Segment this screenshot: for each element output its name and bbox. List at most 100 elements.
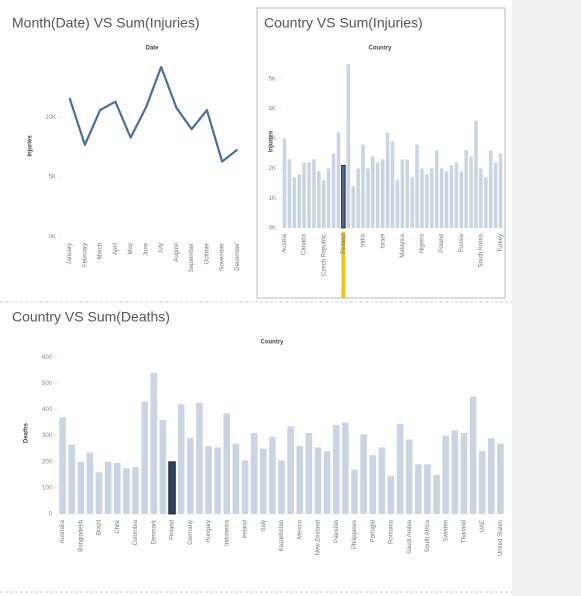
x-tick-label: UAE <box>480 520 486 532</box>
y-tick-label: 400 <box>42 407 53 413</box>
x-tick-label: December <box>235 243 241 271</box>
y-tick-label: 0K <box>269 226 276 232</box>
x-tick-label: January <box>67 243 73 264</box>
bar <box>459 171 464 228</box>
bar <box>250 433 258 514</box>
bar <box>430 168 434 228</box>
bar <box>317 171 321 228</box>
bar <box>356 168 360 228</box>
x-tick-label: Saudi Arabia <box>407 519 413 554</box>
x-tick-label: New Zealand <box>316 520 322 555</box>
y-tick-label: 0K <box>49 235 56 241</box>
chart-title: Country VS Sum(Deaths) <box>12 309 170 325</box>
bar <box>424 464 431 514</box>
x-tick-label: March <box>98 243 104 260</box>
bar <box>159 419 167 514</box>
bar <box>305 433 313 514</box>
bar <box>150 372 158 514</box>
x-tick-label: Austria <box>282 233 288 252</box>
bar <box>95 472 103 514</box>
x-axis-title: Country <box>369 46 393 52</box>
x-tick-label: Czech Republic <box>321 234 327 276</box>
bar <box>297 174 301 228</box>
bar <box>123 468 130 514</box>
bar <box>464 150 468 228</box>
x-tick-label: Australia <box>60 519 66 543</box>
bar <box>196 402 203 514</box>
x-tick-label: Ireland <box>243 520 249 538</box>
x-tick-label: August <box>174 243 180 262</box>
bar <box>296 446 304 514</box>
bar <box>415 144 419 228</box>
bar <box>86 452 94 514</box>
bar <box>351 469 358 514</box>
bar <box>410 177 414 228</box>
x-tick-label: July <box>159 243 165 254</box>
y-tick-label: 0 <box>49 512 53 518</box>
bar <box>223 413 231 514</box>
x-tick-label: Romania <box>389 519 395 544</box>
bar <box>420 168 424 228</box>
bar <box>361 144 365 228</box>
bar <box>241 460 249 514</box>
bar <box>314 447 322 514</box>
bar <box>326 168 331 228</box>
x-tick-label: November <box>220 243 226 271</box>
bar <box>68 444 75 514</box>
x-tick-label: Finland <box>170 520 176 540</box>
x-tick-label: Philippines <box>352 520 358 549</box>
bar <box>405 439 413 514</box>
bar <box>425 174 429 228</box>
bar <box>360 434 367 514</box>
x-tick-label: India <box>361 233 367 247</box>
bar <box>104 461 112 514</box>
x-tick-label: Mexico <box>297 519 303 539</box>
selected-sheet-border <box>256 7 506 299</box>
bar <box>439 168 444 228</box>
y-tick-label: 4K <box>269 106 276 112</box>
y-tick-label: 100 <box>42 485 53 491</box>
x-tick-label: Portugal <box>370 520 376 542</box>
x-tick-label: Hungary <box>206 520 212 543</box>
bar <box>292 177 297 228</box>
x-tick-label: June <box>143 242 149 256</box>
x-tick-label: Finland <box>341 234 347 254</box>
bar <box>415 464 422 514</box>
bar <box>168 461 176 515</box>
y-tick-label: 600 <box>42 355 53 361</box>
bar <box>332 425 340 514</box>
y-tick-label: 10K <box>45 115 56 121</box>
bar <box>323 451 331 514</box>
bar <box>59 417 66 514</box>
bar <box>312 159 316 228</box>
x-tick-label: April <box>113 243 119 255</box>
bar <box>351 186 355 228</box>
x-tick-label: Israel <box>380 234 386 249</box>
y-tick-label: 3K <box>269 136 276 142</box>
bar <box>395 180 400 228</box>
y-tick-label: 200 <box>42 459 53 465</box>
bar <box>369 455 377 514</box>
bar <box>378 447 386 514</box>
bar <box>434 150 439 228</box>
bar <box>488 150 493 228</box>
bar <box>478 451 486 514</box>
bar <box>232 443 240 514</box>
bar <box>488 438 495 514</box>
x-tick-label: Pakistan <box>334 520 340 543</box>
bar <box>371 156 375 228</box>
bar <box>342 422 349 514</box>
chart-title: Country VS Sum(Injuries) <box>264 15 423 31</box>
bar <box>493 162 498 228</box>
x-tick-label: Kazakhstan <box>279 520 285 551</box>
bar <box>77 461 85 514</box>
x-tick-label: Denmark <box>151 519 157 544</box>
x-axis-title: Date <box>145 46 159 52</box>
x-tick-label: October <box>204 243 210 264</box>
bar <box>433 474 440 514</box>
bar <box>287 426 294 514</box>
selected-label-highlight <box>341 232 346 298</box>
y-axis-title: Injuries <box>269 130 275 152</box>
bar <box>442 435 449 514</box>
